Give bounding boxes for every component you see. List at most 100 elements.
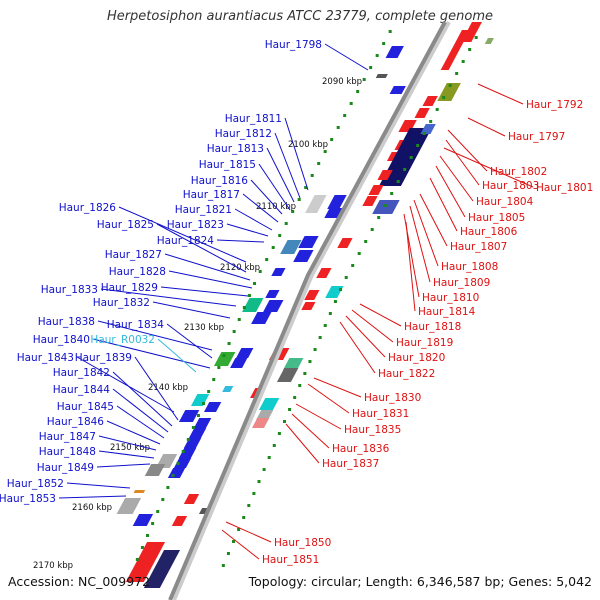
- tick-mark-outer-14: [383, 204, 387, 207]
- genome-backbone: [168, 21, 447, 600]
- gene-block-13: [368, 185, 384, 195]
- gene-label-haur-1840-leader: [92, 338, 211, 369]
- tick-mark-outer-19: [351, 264, 355, 267]
- tick-mark-inner-26: [227, 342, 231, 345]
- gene-label-haur-1824: Haur_1824: [157, 235, 215, 247]
- tick-mark-outer-13: [390, 192, 394, 195]
- gene-label-haur-1808-leader: [413, 199, 439, 267]
- tick-mark-inner-13: [304, 186, 308, 189]
- gene-label-haur-1816-leader: [250, 179, 283, 215]
- gene-block-19: [304, 290, 320, 300]
- gene-label-haur-1806-leader: [429, 177, 458, 232]
- gene-label-haur-1831: Haur_1831: [352, 408, 409, 420]
- tick-mark-inner-40: [156, 510, 160, 513]
- gene-block-18: [325, 286, 344, 298]
- tick-mark-inner-6: [349, 102, 353, 105]
- gene-label-haur-1852: Haur_1852: [7, 478, 64, 490]
- gene-label-haur-1846: Haur_1846: [47, 416, 105, 428]
- gene-label-haur-r0032-leader: [157, 338, 197, 373]
- tick-mark-outer-29: [298, 384, 302, 387]
- gene-label-haur-1813: Haur_1813: [207, 143, 264, 155]
- gene-block-23: [276, 368, 299, 382]
- gene-block-32: [143, 550, 181, 588]
- tick-mark-outer-35: [267, 456, 271, 459]
- tick-mark-outer-34: [272, 444, 276, 447]
- gene-label-haur-1851: Haur_1851: [262, 554, 319, 566]
- tick-mark-inner-44: [135, 558, 139, 561]
- tick-mark-inner-25: [232, 330, 236, 333]
- scale-label-8: 2160 kbp: [72, 503, 112, 513]
- gene-block-26: [255, 410, 274, 420]
- tick-mark-outer-7: [429, 120, 433, 123]
- gene-block-11: [420, 124, 436, 134]
- tick-mark-outer-28: [303, 372, 307, 375]
- gene-block-28: [183, 494, 200, 504]
- gene-block-55: [188, 428, 207, 438]
- tick-mark-inner-41: [151, 522, 155, 525]
- tick-mark-inner-28: [217, 366, 221, 369]
- scale-label-6: 2140 kbp: [148, 383, 188, 393]
- gene-block-35: [389, 86, 406, 94]
- gene-label-haur-1828-leader: [168, 270, 253, 289]
- gene-label-haur-1811-leader: [284, 117, 309, 191]
- gene-label-haur-1839-leader: [134, 356, 179, 421]
- gene-label-haur-1843: Haur_1843: [17, 352, 74, 364]
- gene-label-haur-1808: Haur_1808: [441, 261, 498, 273]
- gene-block-48: [236, 348, 254, 358]
- gene-label-haur-1829-leader: [160, 286, 249, 297]
- gene-block-3: [484, 38, 494, 44]
- gene-label-haur-1814-leader: [405, 221, 416, 312]
- tick-mark-outer-32: [282, 420, 286, 423]
- gene-label-haur-1798: Haur_1798: [265, 39, 322, 51]
- gene-label-haur-1815: Haur_1815: [199, 159, 256, 171]
- tick-mark-outer-1: [468, 48, 472, 51]
- tick-mark-inner-42: [146, 534, 150, 537]
- gene-block-63: [132, 514, 154, 526]
- tick-mark-outer-5: [442, 96, 446, 99]
- tick-mark-outer-24: [323, 324, 327, 327]
- tick-mark-inner-32: [196, 414, 200, 417]
- tick-mark-outer-17: [364, 240, 368, 243]
- gene-block-47: [213, 352, 236, 366]
- gene-label-haur-1815-leader: [258, 163, 291, 211]
- tick-mark-inner-16: [284, 222, 288, 225]
- accession-label: Accession: NC_009972: [8, 574, 151, 589]
- tick-mark-inner-33: [191, 426, 195, 429]
- tick-mark-inner-34: [186, 438, 190, 441]
- tick-mark-inner-5: [356, 90, 360, 93]
- gene-label-haur-1846-leader: [106, 420, 161, 445]
- gene-label-haur-1803-leader: [445, 139, 480, 186]
- gene-label-haur-1805-leader: [435, 165, 466, 218]
- gene-label-haur-1834: Haur_1834: [107, 319, 165, 331]
- tick-mark-outer-30: [293, 396, 297, 399]
- tick-mark-outer-18: [357, 252, 361, 255]
- tick-mark-inner-37: [171, 474, 175, 477]
- tick-mark-outer-6: [435, 108, 439, 111]
- tick-mark-outer-11: [403, 168, 407, 171]
- tick-mark-outer-16: [370, 228, 374, 231]
- gene-label-haur-1824-leader: [216, 239, 265, 243]
- tick-mark-inner-22: [247, 294, 251, 297]
- gene-block-7: [398, 120, 417, 132]
- gene-label-haur-1852-leader: [66, 482, 131, 489]
- tick-mark-outer-36: [262, 468, 266, 471]
- tick-mark-outer-39: [247, 504, 251, 507]
- tick-mark-inner-9: [330, 138, 334, 141]
- gene-label-haur-1844-leader: [112, 388, 169, 433]
- tick-mark-inner-36: [176, 462, 180, 465]
- gene-label-haur-1801-leader: [443, 147, 534, 188]
- tick-mark-outer-25: [318, 336, 322, 339]
- gene-block-58: [173, 458, 192, 468]
- tick-mark-outer-10: [409, 156, 413, 159]
- gene-label-haur-1823: Haur_1823: [167, 219, 224, 231]
- gene-label-haur-1822: Haur_1822: [378, 368, 435, 380]
- gene-label-haur-1844: Haur_1844: [53, 384, 111, 396]
- tick-mark-inner-29: [212, 378, 216, 381]
- gene-label-haur-1816: Haur_1816: [191, 175, 249, 187]
- gene-label-haur-1825: Haur_1825: [97, 219, 154, 231]
- gene-block-64: [133, 490, 146, 493]
- tick-mark-inner-10: [323, 150, 327, 153]
- gene-label-haur-1792: Haur_1792: [526, 99, 583, 111]
- tick-mark-outer-38: [252, 492, 256, 495]
- gene-label-haur-1809-leader: [409, 205, 431, 283]
